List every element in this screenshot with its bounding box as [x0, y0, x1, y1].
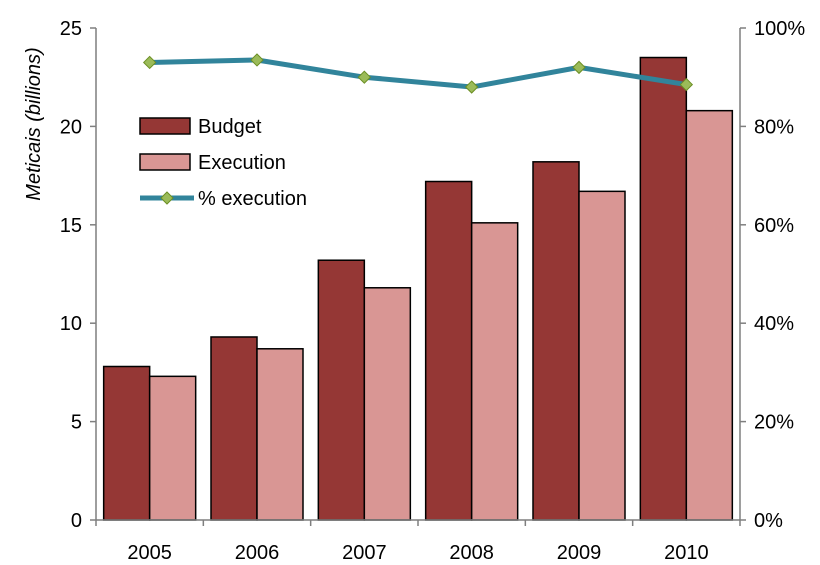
bar-budget-2005: [102, 365, 151, 521]
y-tick-label-right: 0%: [754, 510, 783, 532]
line-layer: [142, 53, 694, 94]
bar-execution-2009: [578, 190, 626, 521]
legend-swatch-execution: [139, 153, 191, 171]
bar-budget-2010: [639, 56, 688, 521]
legend-label-execution: % execution: [198, 188, 307, 210]
y-tick-label-right: 100%: [754, 18, 805, 40]
bars-layer: [102, 56, 734, 521]
point-percent-execution-2005: [142, 55, 157, 70]
legend: Budget Execution % execution: [139, 116, 307, 210]
y-tick-label-left: 10: [60, 313, 82, 335]
legend-swatch-budget: [139, 117, 191, 135]
x-tick-label-2010: 2010: [664, 542, 709, 564]
y-tick-label-right: 60%: [754, 215, 794, 237]
line-percent-execution: [149, 57, 687, 90]
legend-marker-execution: [160, 191, 174, 205]
point-percent-execution-2010: [679, 77, 694, 92]
bar-execution-2007: [363, 287, 412, 521]
point-percent-execution-2008: [464, 80, 479, 94]
x-tick-label-2006: 2006: [235, 542, 280, 564]
bar-execution-2005: [148, 375, 197, 521]
bar-execution-2008: [470, 222, 519, 521]
x-tick-label-2005: 2005: [127, 542, 172, 564]
legend-label-budget: Budget: [198, 116, 262, 138]
y-tick-label-left: 5: [71, 412, 82, 434]
bar-budget-2007: [317, 259, 366, 521]
x-tick-label-2007: 2007: [342, 542, 387, 564]
bar-execution-2006: [256, 348, 304, 521]
y-tick-label-right: 20%: [754, 412, 794, 434]
point-percent-execution-2006: [250, 53, 264, 67]
y-tick-label-left: 15: [60, 215, 82, 237]
legend-label-execution: Execution: [198, 152, 286, 174]
y-tick-label-left: 20: [60, 116, 82, 138]
y-axis-title: Meticais (billions): [23, 47, 45, 200]
x-tick-label-2009: 2009: [557, 542, 602, 564]
bar-budget-2009: [532, 161, 580, 521]
bar-execution-2010: [685, 109, 734, 521]
bar-budget-2006: [210, 336, 258, 521]
point-percent-execution-2007: [357, 70, 372, 84]
y-tick-label-left: 25: [60, 18, 82, 40]
y-tick-label-right: 40%: [754, 313, 794, 335]
axes-layer: 0 5 10 15 20 25 0% 20% 40% 60% 80% 100% 2005 2006 2007…: [23, 18, 805, 564]
x-tick-label-2008: 2008: [449, 542, 494, 564]
bar-budget-2008: [424, 180, 473, 521]
point-percent-execution-2009: [572, 60, 586, 75]
y-tick-label-left: 0: [71, 510, 82, 532]
y-tick-label-right: 80%: [754, 116, 794, 138]
